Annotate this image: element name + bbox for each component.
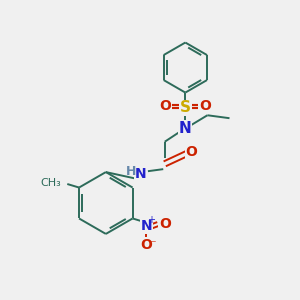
Text: ⁻: ⁻	[149, 238, 156, 251]
Text: S: S	[180, 100, 191, 116]
Text: O: O	[160, 99, 172, 113]
Text: O: O	[199, 99, 211, 113]
Text: N: N	[134, 167, 146, 181]
Text: O: O	[159, 217, 171, 231]
Text: H: H	[126, 165, 136, 178]
Text: +: +	[147, 215, 154, 225]
Text: O: O	[185, 145, 197, 159]
Text: N: N	[179, 121, 192, 136]
Text: N: N	[140, 219, 152, 233]
Text: O: O	[140, 238, 152, 252]
Text: CH₃: CH₃	[40, 178, 61, 188]
